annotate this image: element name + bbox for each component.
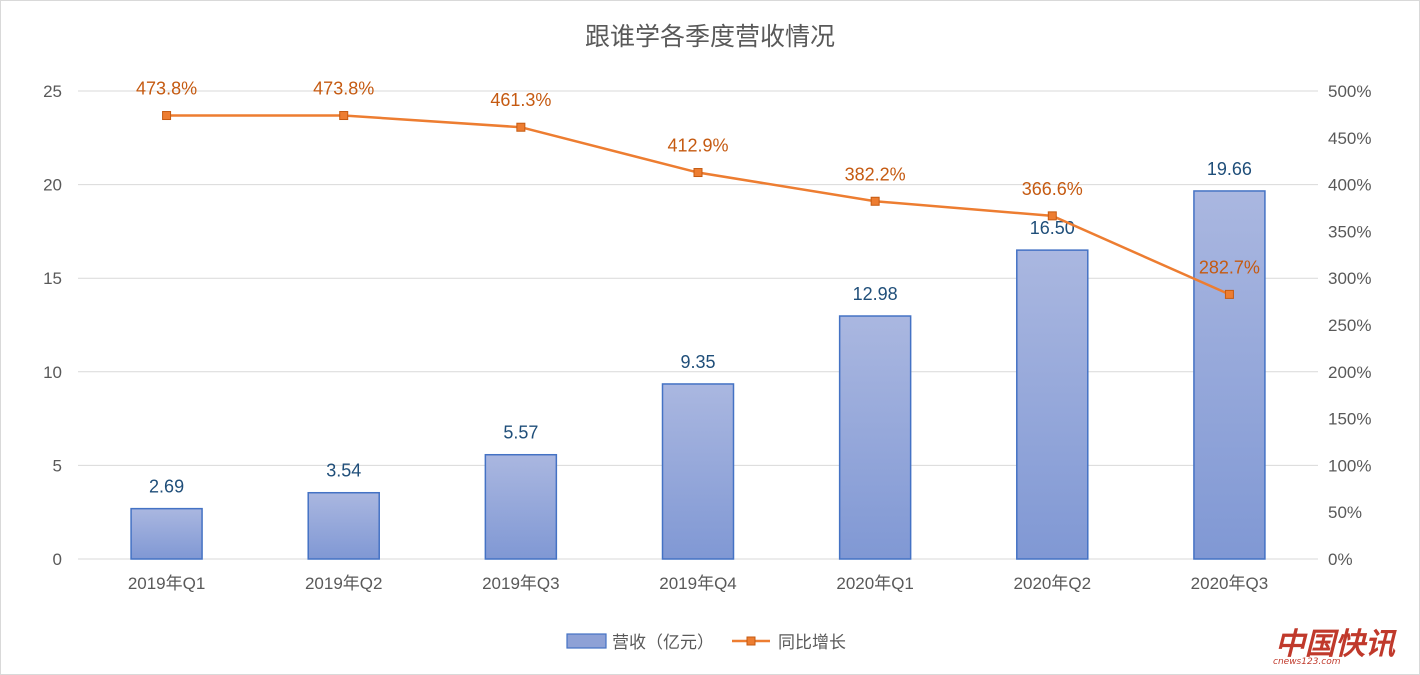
line-data-label: 412.9% <box>667 136 728 156</box>
watermark-text: 中国快讯 <box>1275 627 1397 662</box>
line-data-label: 366.6% <box>1022 179 1083 199</box>
watermark-url: cnews123.com <box>1273 657 1341 667</box>
legend-line-label: 同比增长 <box>778 633 846 653</box>
right-axis-ticks: 0% 50% 100% 150% 200% 250% 300% 350% 400% 450% 500… <box>1328 82 1371 569</box>
line-point <box>162 111 172 121</box>
watermark-logo: 中国快讯 cnews123.com <box>1273 627 1397 667</box>
bar-data-label: 16.50 <box>1030 218 1075 238</box>
right-tick-label: 0% <box>1328 550 1353 569</box>
right-tick-label: 400% <box>1328 176 1371 195</box>
category-label: 2020年Q1 <box>836 574 914 593</box>
line-point <box>1047 211 1057 221</box>
legend-line-marker <box>746 636 756 646</box>
category-label: 2020年Q2 <box>1014 574 1092 593</box>
line-point <box>339 111 349 121</box>
line-data-label: 461.3% <box>490 90 551 110</box>
left-tick-label: 15 <box>43 269 62 288</box>
bar-data-label: 19.66 <box>1207 159 1252 179</box>
left-tick-label: 25 <box>43 82 62 101</box>
right-tick-label: 200% <box>1328 363 1371 382</box>
bar-data-label: 12.98 <box>853 284 898 304</box>
bar <box>484 453 558 560</box>
category-label: 2019年Q3 <box>482 574 560 593</box>
left-tick-label: 10 <box>43 363 62 382</box>
chart-title: 跟谁学各季度营收情况 <box>585 22 835 51</box>
left-tick-label: 0 <box>53 550 62 569</box>
bar <box>1016 249 1089 560</box>
bar-data-label: 5.57 <box>503 423 538 443</box>
bar <box>838 315 912 560</box>
right-tick-label: 100% <box>1328 456 1371 475</box>
legend: 营收（亿元） 同比增长 <box>566 633 846 653</box>
line-data-label: 473.8% <box>313 79 374 99</box>
bar <box>307 491 380 560</box>
line-data-label: 282.7% <box>1199 257 1260 277</box>
category-labels: 2019年Q1 2019年Q2 2019年Q3 2019年Q4 2020年Q1 2020年… <box>128 574 1268 593</box>
left-tick-label: 5 <box>53 456 62 475</box>
bar <box>661 383 735 560</box>
right-tick-label: 350% <box>1328 222 1371 241</box>
bar-data-labels: 2.69 3.54 5.57 9.35 12.98 16.50 19.66 <box>149 159 1252 497</box>
category-label: 2019年Q4 <box>659 574 737 593</box>
right-tick-label: 250% <box>1328 316 1371 335</box>
bar-series <box>130 190 1266 560</box>
line-point <box>870 196 880 206</box>
category-label: 2019年Q2 <box>305 574 383 593</box>
right-tick-label: 300% <box>1328 269 1371 288</box>
bar-data-label: 2.69 <box>149 477 184 497</box>
bar <box>1193 190 1266 560</box>
legend-bar-label: 营收（亿元） <box>612 633 714 653</box>
right-tick-label: 50% <box>1328 503 1362 522</box>
line-series <box>162 111 1234 299</box>
line-data-label: 382.2% <box>845 164 906 184</box>
line-point <box>693 168 703 178</box>
bar-data-label: 9.35 <box>680 352 715 372</box>
line-point <box>516 122 526 132</box>
category-label: 2019年Q1 <box>128 574 206 593</box>
left-tick-label: 20 <box>43 176 62 195</box>
left-axis-ticks: 0 5 10 15 20 25 <box>43 82 62 569</box>
right-tick-label: 500% <box>1328 82 1371 101</box>
right-tick-label: 150% <box>1328 410 1371 429</box>
legend-bar-swatch <box>566 633 607 649</box>
line-data-label: 473.8% <box>136 79 197 99</box>
right-tick-label: 450% <box>1328 129 1371 148</box>
line-point <box>1224 289 1234 299</box>
line-data-labels: 473.8% 473.8% 461.3% 412.9% 382.2% 366.6% 282.… <box>136 79 1260 278</box>
bar-data-label: 3.54 <box>326 461 361 481</box>
gridlines <box>78 90 1318 560</box>
bar <box>130 507 203 560</box>
category-label: 2020年Q3 <box>1191 574 1269 593</box>
